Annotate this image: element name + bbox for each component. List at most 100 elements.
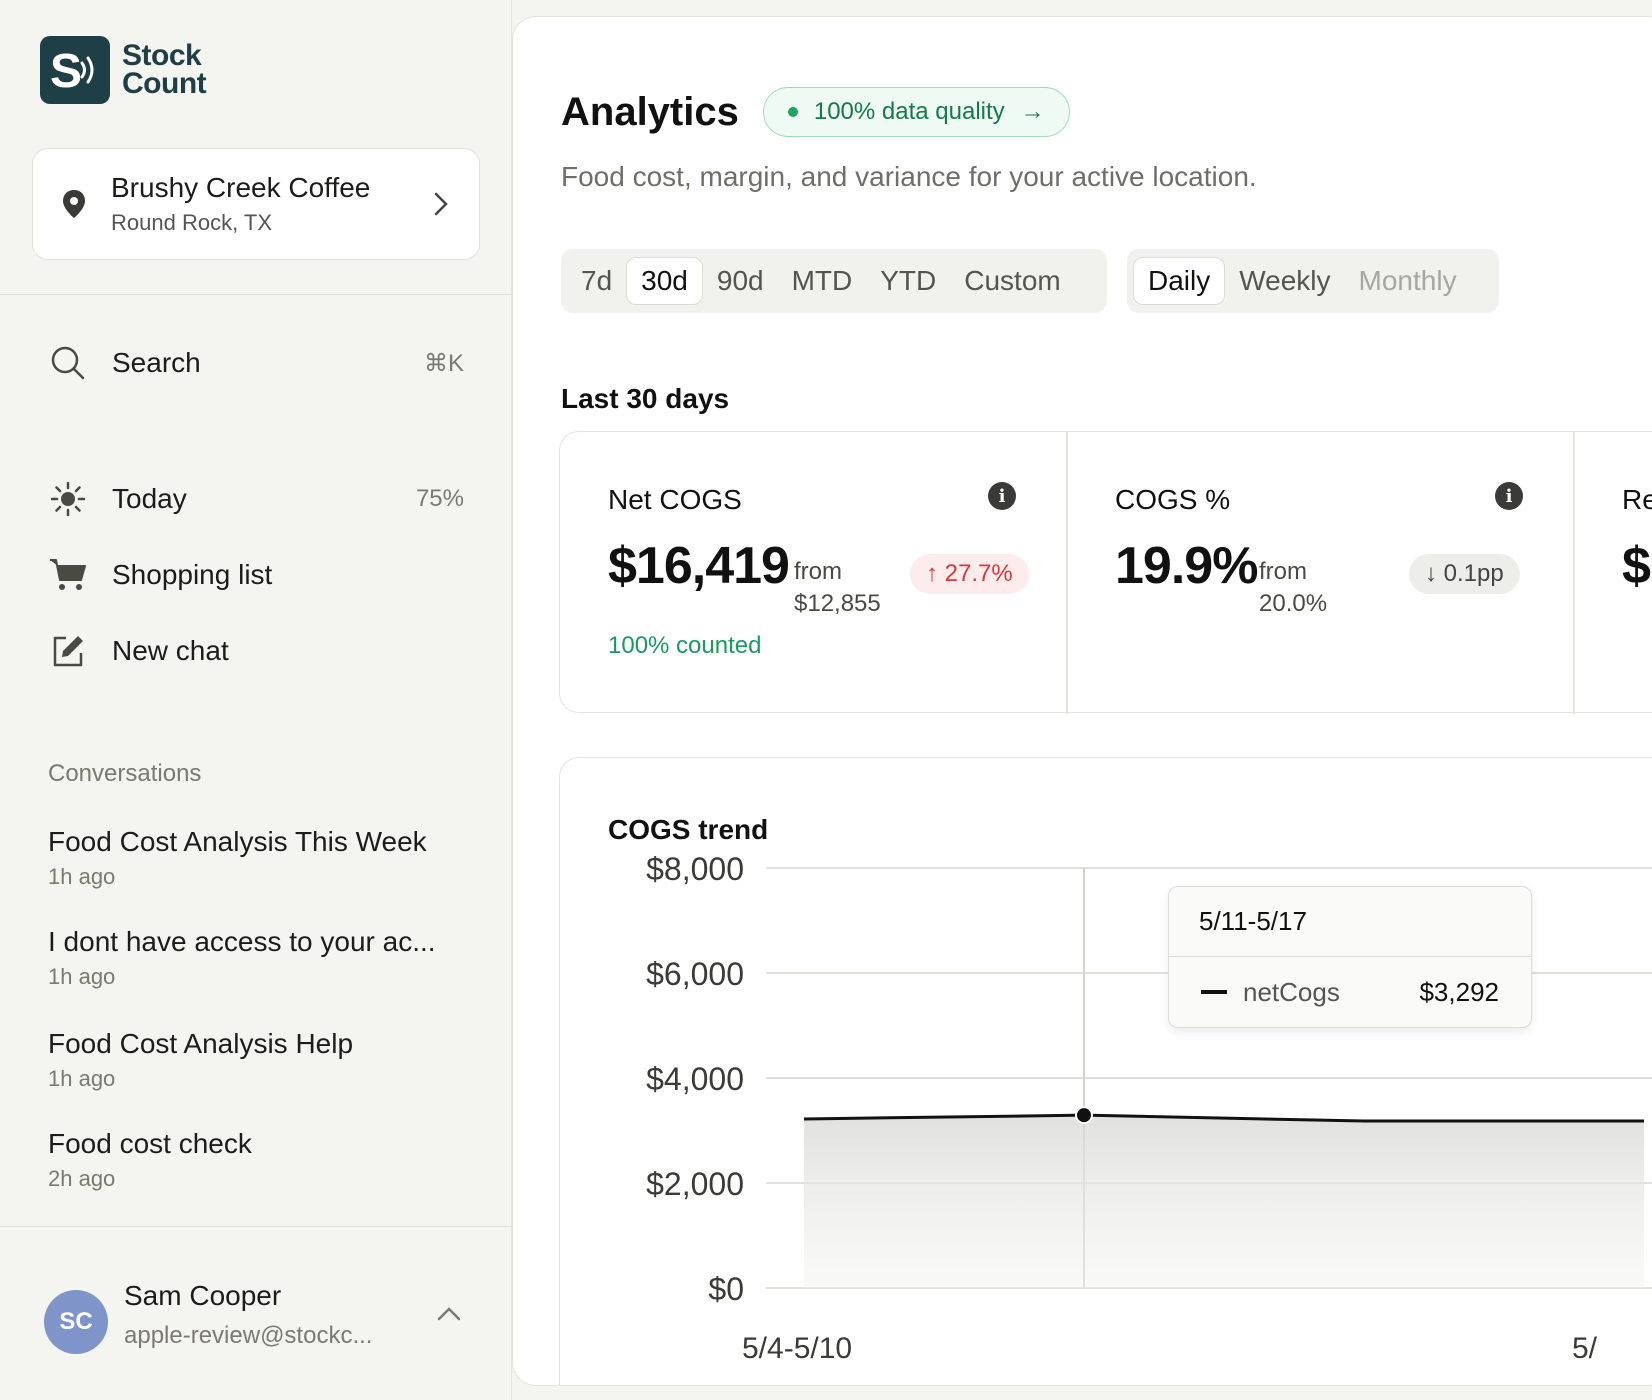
y-tick-label: $6,000 xyxy=(646,956,744,992)
range-tab-90d[interactable]: 90d xyxy=(716,265,764,296)
chevron-up-icon xyxy=(437,1307,461,1321)
search-shortcut: ⌘K xyxy=(423,349,464,377)
series-swatch xyxy=(1201,990,1227,994)
conversation-item[interactable]: Food Cost Analysis This Week 1h ago xyxy=(48,826,468,890)
map-pin-icon xyxy=(63,190,85,218)
page-title: Analytics xyxy=(561,89,739,134)
y-tick-label: $4,000 xyxy=(646,1061,744,1097)
range-tab-custom[interactable]: Custom xyxy=(964,265,1061,296)
kpi-name: Net COGS xyxy=(608,484,742,515)
sidebar-item-today[interactable]: Today 75% xyxy=(48,474,464,524)
data-quality-badge[interactable]: 100% data quality → xyxy=(762,87,1070,137)
new-chat-button[interactable]: New chat xyxy=(48,626,464,676)
conversation-title: Food Cost Analysis Help xyxy=(48,1028,354,1059)
granularity-tab-weekly[interactable]: Weekly xyxy=(1239,265,1331,296)
svg-text:S: S xyxy=(50,45,82,95)
range-tab-ytd[interactable]: YTD xyxy=(880,265,937,296)
range-tab-30d[interactable]: 30d xyxy=(626,257,703,305)
kpi-card-cogs-percent[interactable]: COGS % i 19.9% from 20.0% ↓ 0.1pp xyxy=(1067,432,1573,714)
range-selector: 7d 30d 90d MTD YTD Custom xyxy=(561,249,1107,313)
cart-icon xyxy=(48,555,88,595)
today-progress: 75% xyxy=(415,485,464,512)
kpi-divider xyxy=(1573,432,1575,714)
range-tab-7d[interactable]: 7d xyxy=(581,265,613,296)
y-tick-label: $0 xyxy=(708,1271,744,1307)
logo-wordmark: Stock Count xyxy=(122,39,207,100)
y-tick-label: $8,000 xyxy=(646,851,744,887)
kpi-from-label: from xyxy=(794,558,842,585)
new-chat-label: New chat xyxy=(112,635,229,666)
kpi-value: $ xyxy=(1622,537,1651,595)
kpi-from-label: from xyxy=(1259,558,1307,585)
user-menu[interactable]: SC Sam Cooper apple-review@stockc... xyxy=(44,1270,474,1360)
conversation-title: Food cost check xyxy=(48,1128,252,1159)
change-badge: ↑ 27.7% xyxy=(910,554,1029,594)
conversation-item[interactable]: I dont have access to your ac... 1h ago xyxy=(48,926,468,990)
sidebar: S Stock Count Brushy Creek Coffee Round … xyxy=(0,0,512,1400)
sidebar-divider xyxy=(0,1226,512,1227)
location-name: Brushy Creek Coffee xyxy=(111,172,371,203)
logo-icon: S xyxy=(40,36,110,104)
page-subtitle: Food cost, margin, and variance for your… xyxy=(561,161,1257,192)
chevron-right-icon xyxy=(434,192,448,216)
conversation-item[interactable]: Food Cost Analysis Help 1h ago xyxy=(48,1028,468,1092)
change-badge: ↓ 0.1pp xyxy=(1409,554,1520,594)
y-tick-label: $2,000 xyxy=(646,1166,744,1202)
conversation-time: 2h ago xyxy=(48,1166,116,1191)
chart-title: COGS trend xyxy=(608,814,769,845)
location-switcher[interactable]: Brushy Creek Coffee Round Rock, TX xyxy=(32,148,480,260)
tooltip-series: netCogs xyxy=(1243,976,1340,1007)
granularity-tab-monthly: Monthly xyxy=(1358,265,1457,296)
shopping-list-label: Shopping list xyxy=(112,559,273,590)
data-point-active xyxy=(1075,1106,1093,1125)
sidebar-item-shopping-list[interactable]: Shopping list xyxy=(48,550,464,600)
period-label: Last 30 days xyxy=(561,383,730,414)
kpi-value: $16,419 xyxy=(608,537,790,595)
edit-icon xyxy=(48,631,88,671)
kpi-row: Net COGS i $16,419 from $12,855 ↑ 27.7% … xyxy=(559,431,1652,714)
granularity-selector: Daily Weekly Monthly xyxy=(1127,249,1499,313)
tooltip-label: 5/11-5/17 xyxy=(1169,887,1531,957)
x-tick-label: 5/ xyxy=(1572,1332,1598,1365)
info-icon[interactable]: i xyxy=(988,482,1016,510)
search-button[interactable]: Search ⌘K xyxy=(48,338,464,388)
analytics-panel: Analytics 100% data quality → Food cost,… xyxy=(512,16,1652,1386)
user-email: apple-review@stockc... xyxy=(124,1322,373,1349)
series-area xyxy=(804,1115,1644,1288)
app-logo[interactable]: S Stock Count xyxy=(40,36,207,104)
kpi-name: Re xyxy=(1622,484,1652,515)
kpi-card-net-cogs[interactable]: Net COGS i $16,419 from $12,855 ↑ 27.7% … xyxy=(560,432,1066,714)
info-icon[interactable]: i xyxy=(1495,482,1523,510)
conversation-title: I dont have access to your ac... xyxy=(48,926,436,957)
search-label: Search xyxy=(112,347,201,378)
data-quality-label: 100% data quality xyxy=(813,98,1005,125)
kpi-from-value: 20.0% xyxy=(1259,590,1328,617)
kpi-from-value: $12,855 xyxy=(794,590,881,617)
sidebar-divider xyxy=(0,294,512,295)
counted-status: 100% counted xyxy=(608,632,762,659)
cogs-trend-card: COGS trend $8,000 $6,000 $4,000 $2,000 $0 5/4… xyxy=(559,757,1652,1386)
status-dot-icon xyxy=(787,107,798,117)
user-name: Sam Cooper xyxy=(124,1280,282,1311)
range-tab-mtd[interactable]: MTD xyxy=(791,265,853,296)
tooltip-value: $3,292 xyxy=(1419,976,1499,1007)
search-icon xyxy=(48,343,88,383)
conversations-heading: Conversations xyxy=(48,760,202,787)
sun-icon xyxy=(48,479,88,519)
series-line-netcogs xyxy=(803,1113,1644,1123)
conversation-time: 1h ago xyxy=(48,964,116,989)
conversation-title: Food Cost Analysis This Week xyxy=(48,826,427,857)
location-city: Round Rock, TX xyxy=(111,210,273,235)
conversation-time: 1h ago xyxy=(48,1066,116,1091)
kpi-value: 19.9% xyxy=(1115,537,1258,595)
avatar: SC xyxy=(44,1290,108,1354)
arrow-right-icon: → xyxy=(1020,98,1045,125)
chart-tooltip: 5/11-5/17 netCogs $3,292 xyxy=(1168,886,1532,1028)
conversation-time: 1h ago xyxy=(48,864,116,889)
cogs-trend-chart[interactable]: $8,000 $6,000 $4,000 $2,000 $0 5/4-5/10 5/ xyxy=(560,758,1652,1386)
kpi-name: COGS % xyxy=(1115,484,1231,515)
conversation-item[interactable]: Food cost check 2h ago xyxy=(48,1128,468,1192)
kpi-divider xyxy=(1066,432,1068,714)
granularity-tab-daily[interactable]: Daily xyxy=(1133,257,1226,305)
kpi-card-partial[interactable]: Re $ xyxy=(1574,432,1652,714)
